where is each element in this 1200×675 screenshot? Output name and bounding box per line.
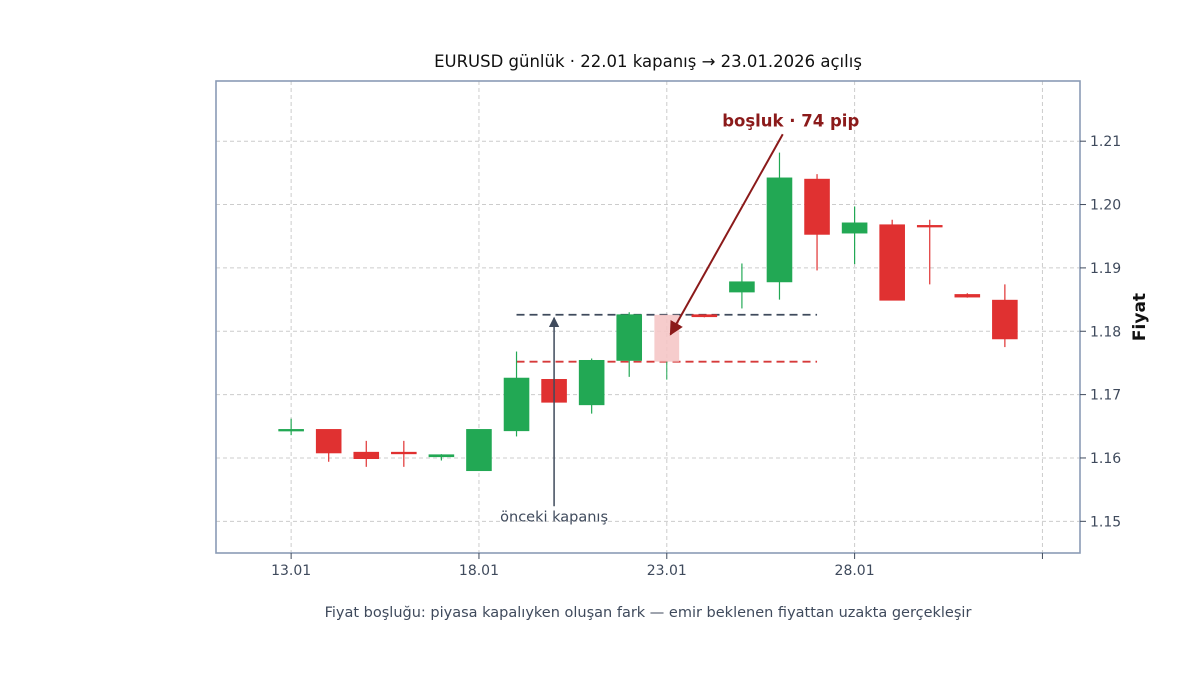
candle-body [841,222,868,234]
x-tick-label: 13.01 [271,563,311,579]
y-tick-label: 1.15 [1090,514,1121,530]
candle-body [503,377,530,432]
candle-body [879,224,905,301]
candle-body [315,429,342,454]
gap-zone [654,314,680,362]
y-tick-label: 1.21 [1090,134,1121,150]
gap-annotation: boşluk · 74 pip [722,111,859,130]
candle-body [992,299,1018,340]
chart-title: EURUSD günlük · 22.01 kapanış → 23.01.20… [434,52,862,71]
candle-body [804,178,830,235]
x-tick-label: 28.01 [835,563,875,579]
grid [216,81,1080,553]
candle-body [578,359,605,406]
candle-body [391,451,417,455]
x-tick-label: 18.01 [459,563,499,579]
candle-body [729,281,755,293]
candle-body [278,429,304,432]
y-tick-label: 1.20 [1090,198,1121,214]
y-tick-label: 1.19 [1090,261,1121,277]
y-axis: 1.15 1.16 1.17 1.18 1.19 1.20 1.21 [1080,134,1121,530]
candle-body [466,429,492,472]
prev-close-annotation: önceki kapanış [500,509,608,525]
gap-arrow [669,133,784,336]
y-tick-label: 1.18 [1090,324,1121,340]
annotations: boşluk · 74 pip önceki kapanış [500,111,859,525]
candles [278,152,1018,472]
chart-caption: Fiyat boşluğu: piyasa kapalıyken oluşan … [325,605,972,621]
y-tick-label: 1.17 [1090,388,1121,404]
candle-body [428,454,455,458]
x-tick-label: 23.01 [647,563,687,579]
plot-frame [215,80,1081,554]
y-axis-label: Fiyat [1130,293,1150,341]
candle-body [691,314,718,318]
candle-body [954,294,981,298]
candle-body [916,225,943,228]
candle-body [616,314,643,361]
y-tick-label: 1.16 [1090,451,1121,467]
candle-body [353,451,380,460]
x-axis: 13.01 18.01 23.01 28.01 [271,553,1043,579]
candle-body [766,177,793,283]
